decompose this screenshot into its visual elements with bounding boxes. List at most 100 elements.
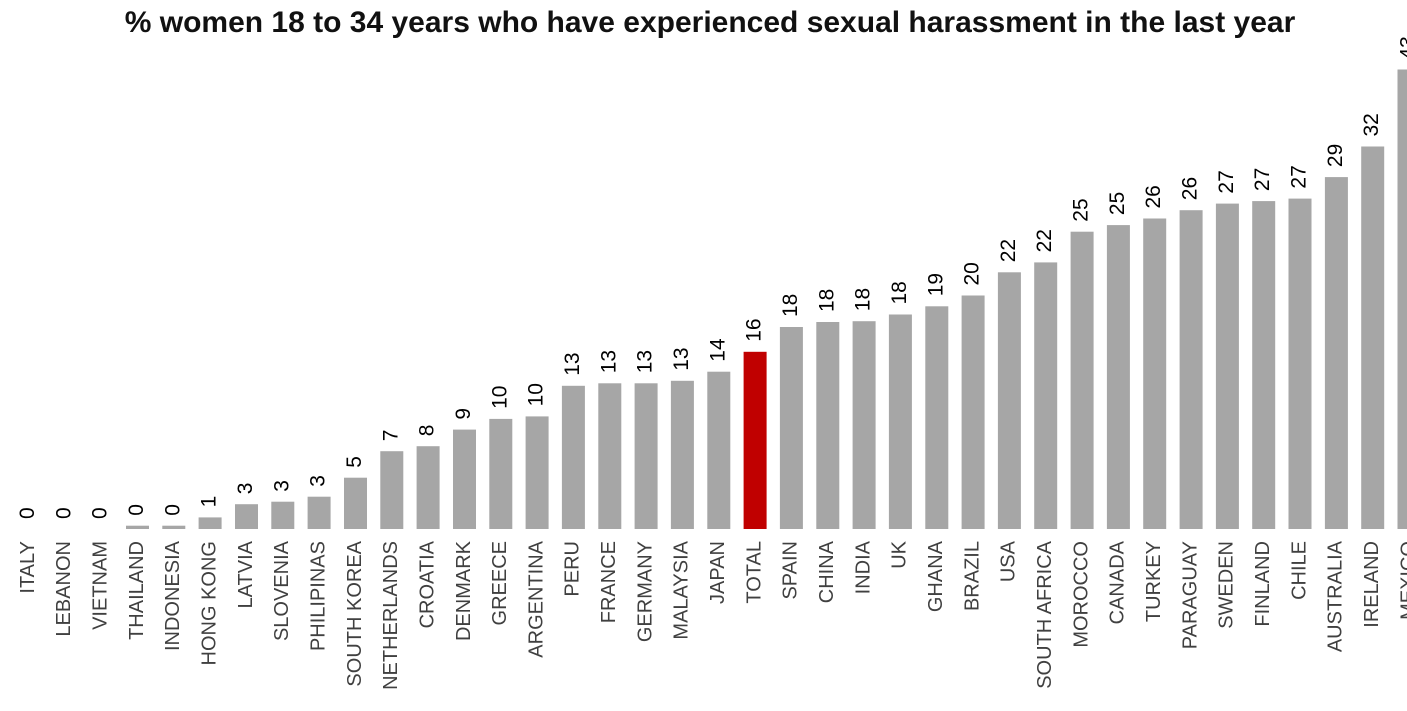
tick-label-ghana: GHANA [925,540,947,612]
bar-chile [1288,198,1312,529]
bar-australia [1324,177,1348,529]
bar-denmark [453,429,476,529]
tick-label-denmark: DENMARK [453,540,475,641]
tick-label-mexico: MEXICO [1397,541,1407,620]
tick-label-ireland: IRELAND [1361,541,1383,628]
data-label-japan: 14 [706,338,729,362]
bar-finland [1252,201,1276,529]
data-label-indonesia: 0 [161,504,184,516]
tick-label-philipinas: PHILIPINAS [307,541,329,651]
data-label-slovenia: 3 [270,480,293,492]
tick-label-finland: FINLAND [1252,541,1274,627]
tick-label-argentina: ARGENTINA [525,540,547,657]
tick-label-morocco: MOROCCO [1070,541,1092,648]
data-label-peru: 13 [561,352,584,375]
bar-germany [634,383,658,529]
tick-label-canada: CANADA [1107,540,1129,624]
tick-label-hong-kong: HONG KONG [198,541,220,665]
bar-ghana [925,306,949,529]
tick-label-malaysia: MALAYSIA [671,540,693,639]
bar-total [743,351,767,529]
data-label-morocco: 25 [1070,198,1093,221]
bar-uk [888,314,912,529]
data-label-australia: 29 [1324,144,1347,167]
tick-label-south-africa: SOUTH AFRICA [1034,540,1056,688]
bar-spain [779,327,803,529]
bar-greece [489,418,513,529]
bar-thailand [126,525,149,529]
bar-india [852,321,876,529]
tick-label-lebanon: LEBANON [53,541,75,637]
tick-label-spain: SPAIN [780,541,802,600]
data-label-denmark: 9 [452,408,475,420]
tick-label-chile: CHILE [1288,541,1310,600]
bar-canada [1106,225,1130,529]
bar-netherlands [380,451,404,529]
data-label-vietnam: 0 [89,507,112,519]
tick-label-slovenia: SLOVENIA [271,540,293,641]
data-label-lebanon: 0 [52,507,75,519]
data-label-mexico: 43 [1397,36,1407,59]
data-label-argentina: 10 [525,383,548,406]
bar-turkey [1143,218,1167,529]
data-label-brazil: 20 [961,262,984,285]
tick-label-croatia: CROATIA [416,540,438,628]
data-label-chile: 27 [1288,165,1311,188]
data-label-thailand: 0 [125,504,148,516]
tick-label-paraguay: PARAGUAY [1179,541,1201,649]
tick-label-sweden: SWEDEN [1216,541,1238,629]
tick-label-turkey: TURKEY [1143,541,1165,622]
tick-label-usa: USA [998,540,1020,582]
tick-label-france: FRANCE [598,541,620,623]
tick-label-vietnam: VIETNAM [89,541,111,630]
tick-label-indonesia: INDONESIA [162,540,184,651]
data-label-china: 18 [815,289,838,312]
data-label-greece: 10 [488,386,511,409]
data-label-usa: 22 [997,239,1020,262]
chart-title: % women 18 to 34 years who have experien… [124,6,1296,39]
tick-label-japan: JAPAN [707,541,729,604]
tick-label-greece: GREECE [489,541,511,625]
tick-label-china: CHINA [816,540,838,603]
bar-latvia [235,504,258,529]
tick-label-brazil: BRAZIL [961,541,983,611]
data-label-india: 18 [852,288,875,311]
tick-label-thailand: THAILAND [126,541,148,640]
tick-label-peru: PERU [562,541,584,597]
data-label-total: 16 [743,318,766,341]
data-label-sweden: 27 [1215,170,1238,193]
data-label-philipinas: 3 [307,475,330,487]
bar-hong-kong [198,517,222,529]
data-label-canada: 25 [1106,192,1129,215]
bar-south-africa [1034,262,1058,529]
data-label-ireland: 32 [1360,113,1383,136]
bar-sweden [1215,203,1239,529]
data-label-germany: 13 [634,350,657,373]
bar-usa [997,272,1021,529]
data-label-spain: 18 [779,294,802,317]
data-label-croatia: 8 [416,425,439,437]
data-label-turkey: 26 [1142,185,1165,208]
data-label-south-korea: 5 [343,456,366,468]
data-label-finland: 27 [1251,168,1274,191]
tick-label-italy: ITALY [17,541,39,594]
tick-label-total: TOTAL [743,541,765,604]
data-label-netherlands: 7 [379,430,402,442]
bar-slovenia [271,501,295,529]
data-label-uk: 18 [888,281,911,304]
data-label-paraguay: 26 [1179,177,1202,200]
data-label-ghana: 19 [924,273,947,296]
bar-france [598,383,622,529]
bar-japan [707,371,731,529]
bar-philipinas [307,496,331,529]
tick-label-south-korea: SOUTH KOREA [344,540,366,686]
tick-label-netherlands: NETHERLANDS [380,541,402,690]
bar-indonesia [162,525,186,529]
tick-label-india: INDIA [852,540,874,594]
bar-ireland [1361,146,1385,529]
data-label-france: 13 [597,350,620,373]
bar-south-korea [344,477,367,529]
bar-croatia [416,446,440,529]
data-label-hong-kong: 1 [198,496,221,508]
